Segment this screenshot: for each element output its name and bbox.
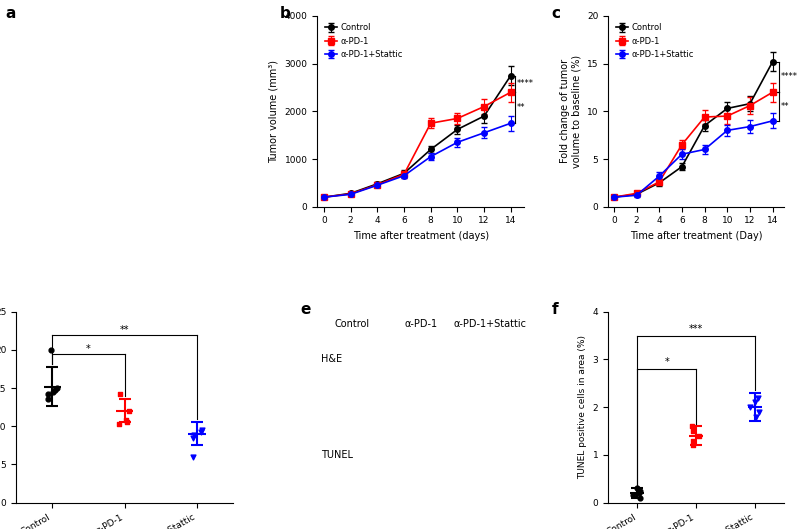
Point	[113, 419, 126, 428]
Text: ***: ***	[689, 324, 703, 334]
Point	[187, 431, 200, 440]
Text: **: **	[781, 102, 790, 111]
Point	[113, 390, 126, 398]
Text: c: c	[552, 6, 561, 21]
Point	[47, 388, 60, 396]
Point	[187, 452, 200, 461]
Text: *: *	[86, 344, 90, 354]
Legend: Control, α-PD-1, α-PD-1+Stattic: Control, α-PD-1, α-PD-1+Stattic	[612, 20, 697, 62]
Point	[686, 427, 699, 435]
Text: ****: ****	[517, 79, 534, 88]
Point	[686, 422, 698, 431]
Point	[751, 394, 764, 402]
Point	[121, 418, 134, 426]
Y-axis label: Fold change of tumor
volume to baseline (%): Fold change of tumor volume to baseline …	[560, 54, 582, 168]
Point	[122, 407, 135, 415]
Point	[753, 408, 766, 416]
Text: TUNEL: TUNEL	[321, 450, 353, 460]
Text: **: **	[120, 325, 130, 335]
X-axis label: Time after treatment (days): Time after treatment (days)	[353, 231, 489, 241]
Point	[632, 489, 645, 497]
Point	[51, 384, 64, 393]
Text: e: e	[301, 302, 311, 317]
Legend: Control, α-PD-1, α-PD-1+Stattic: Control, α-PD-1, α-PD-1+Stattic	[322, 20, 406, 62]
Point	[631, 484, 644, 492]
X-axis label: Time after treatment (Day): Time after treatment (Day)	[630, 231, 762, 241]
Point	[687, 436, 700, 445]
Point	[42, 390, 54, 398]
Point	[749, 398, 762, 407]
Point	[687, 441, 700, 450]
Text: f: f	[552, 302, 558, 317]
Text: b: b	[280, 6, 291, 21]
Text: ****: ****	[781, 72, 798, 81]
Point	[750, 413, 763, 421]
Text: α-PD-1: α-PD-1	[404, 320, 438, 330]
Point	[187, 433, 200, 442]
Point	[196, 426, 209, 434]
Y-axis label: Tumor volume (mm³): Tumor volume (mm³)	[269, 60, 279, 163]
Point	[194, 428, 207, 436]
Text: Control: Control	[334, 320, 370, 330]
Point	[634, 494, 646, 502]
Point	[44, 345, 57, 354]
Point	[42, 395, 54, 404]
Point	[692, 432, 705, 440]
Y-axis label: TUNEL positive cells in area (%): TUNEL positive cells in area (%)	[578, 335, 587, 479]
Point	[49, 385, 62, 394]
Text: H&E: H&E	[321, 354, 342, 364]
Point	[119, 416, 132, 424]
Point	[634, 486, 646, 495]
Text: **: **	[517, 103, 526, 112]
Text: *: *	[664, 357, 669, 367]
Point	[626, 491, 639, 499]
Point	[744, 403, 757, 412]
Text: a: a	[5, 6, 15, 21]
Text: α-PD-1+Stattic: α-PD-1+Stattic	[453, 320, 526, 330]
